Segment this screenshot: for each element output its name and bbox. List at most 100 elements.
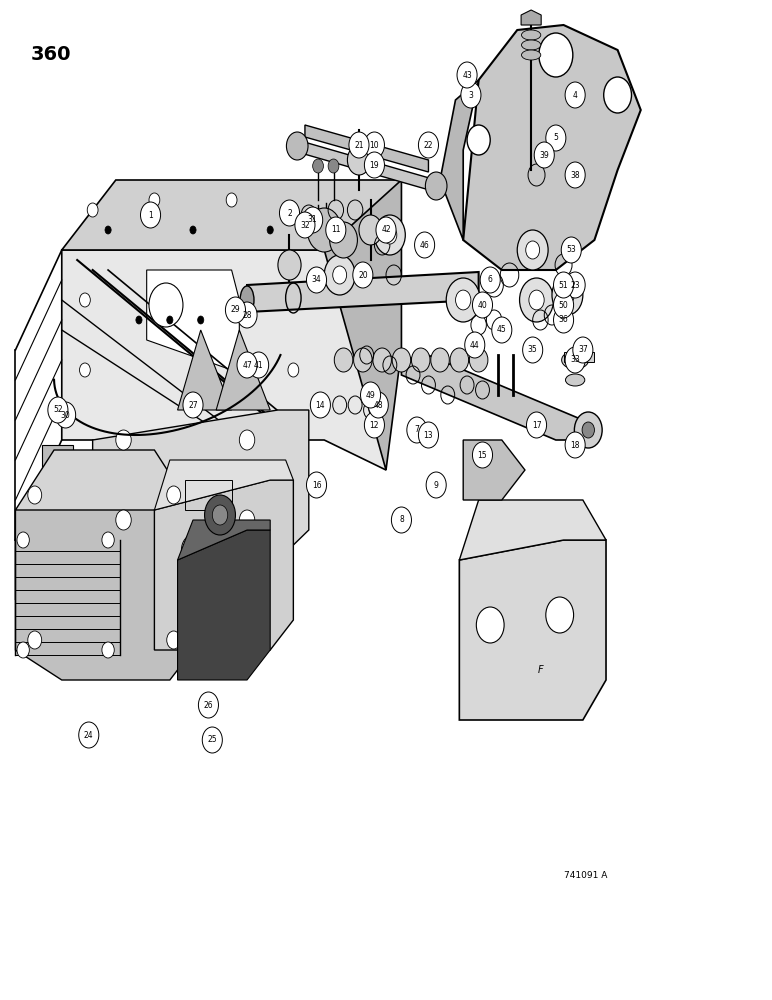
Text: 16: 16 bbox=[312, 481, 321, 489]
Text: 28: 28 bbox=[242, 310, 252, 320]
Text: 20: 20 bbox=[358, 270, 367, 279]
Text: 36: 36 bbox=[559, 316, 568, 324]
Circle shape bbox=[457, 62, 477, 88]
Circle shape bbox=[354, 348, 372, 372]
Circle shape bbox=[376, 217, 396, 243]
Text: 1: 1 bbox=[148, 211, 153, 220]
Circle shape bbox=[167, 316, 173, 324]
Polygon shape bbox=[62, 250, 386, 470]
Text: 17: 17 bbox=[532, 420, 541, 430]
Circle shape bbox=[527, 412, 547, 438]
Text: 52: 52 bbox=[53, 406, 63, 414]
Ellipse shape bbox=[240, 286, 254, 314]
Circle shape bbox=[190, 226, 196, 234]
Text: 360: 360 bbox=[31, 45, 71, 64]
Text: 44: 44 bbox=[470, 340, 479, 350]
Circle shape bbox=[574, 412, 602, 448]
Circle shape bbox=[116, 510, 131, 530]
Circle shape bbox=[328, 159, 339, 173]
Polygon shape bbox=[93, 410, 309, 560]
Circle shape bbox=[472, 442, 493, 468]
Circle shape bbox=[554, 292, 574, 318]
Circle shape bbox=[279, 200, 300, 226]
Circle shape bbox=[326, 217, 346, 243]
Polygon shape bbox=[463, 25, 641, 270]
Circle shape bbox=[225, 297, 245, 323]
Text: 25: 25 bbox=[208, 736, 217, 744]
Circle shape bbox=[364, 132, 384, 158]
Text: F: F bbox=[537, 665, 543, 675]
Circle shape bbox=[56, 402, 76, 428]
Ellipse shape bbox=[521, 50, 540, 60]
Text: 38: 38 bbox=[571, 170, 580, 180]
Circle shape bbox=[330, 222, 357, 258]
Circle shape bbox=[313, 159, 323, 173]
Text: 26: 26 bbox=[204, 700, 213, 710]
Circle shape bbox=[141, 202, 161, 228]
Text: 8: 8 bbox=[399, 516, 404, 524]
Circle shape bbox=[202, 727, 222, 753]
Circle shape bbox=[418, 422, 438, 448]
Circle shape bbox=[334, 348, 353, 372]
Circle shape bbox=[546, 597, 574, 633]
Circle shape bbox=[359, 215, 382, 245]
Polygon shape bbox=[15, 450, 193, 510]
Text: 34: 34 bbox=[312, 275, 321, 284]
Circle shape bbox=[87, 203, 98, 217]
Circle shape bbox=[450, 348, 469, 372]
Circle shape bbox=[278, 250, 301, 280]
Polygon shape bbox=[463, 440, 525, 500]
Text: 50: 50 bbox=[559, 300, 568, 310]
Circle shape bbox=[349, 132, 369, 158]
Text: 23: 23 bbox=[571, 280, 580, 290]
Circle shape bbox=[288, 283, 299, 297]
Ellipse shape bbox=[521, 40, 540, 50]
Polygon shape bbox=[178, 520, 270, 560]
Circle shape bbox=[361, 382, 381, 408]
Text: 30: 30 bbox=[61, 410, 70, 420]
Text: 14: 14 bbox=[316, 400, 325, 410]
Circle shape bbox=[465, 332, 485, 358]
Circle shape bbox=[426, 472, 446, 498]
Circle shape bbox=[306, 267, 327, 293]
Circle shape bbox=[353, 262, 373, 288]
Polygon shape bbox=[305, 125, 428, 172]
Circle shape bbox=[554, 307, 574, 333]
Circle shape bbox=[476, 607, 504, 643]
Text: 10: 10 bbox=[370, 140, 379, 149]
Circle shape bbox=[28, 486, 42, 504]
Text: 6: 6 bbox=[488, 275, 493, 284]
Polygon shape bbox=[178, 330, 232, 410]
Text: 40: 40 bbox=[478, 300, 487, 310]
Circle shape bbox=[554, 272, 574, 298]
Polygon shape bbox=[216, 330, 270, 410]
Circle shape bbox=[333, 266, 347, 284]
Polygon shape bbox=[154, 460, 293, 510]
Circle shape bbox=[237, 352, 257, 378]
Circle shape bbox=[167, 486, 181, 504]
Circle shape bbox=[344, 236, 350, 244]
Circle shape bbox=[383, 226, 397, 244]
Circle shape bbox=[374, 215, 405, 255]
Circle shape bbox=[310, 392, 330, 418]
Circle shape bbox=[492, 317, 512, 343]
Circle shape bbox=[461, 82, 481, 108]
Text: 11: 11 bbox=[331, 226, 340, 234]
Circle shape bbox=[237, 302, 257, 328]
Circle shape bbox=[368, 392, 388, 418]
Circle shape bbox=[604, 77, 631, 113]
Text: 32: 32 bbox=[300, 221, 310, 230]
Circle shape bbox=[307, 208, 341, 252]
Polygon shape bbox=[62, 180, 401, 280]
Circle shape bbox=[205, 495, 235, 535]
Circle shape bbox=[105, 226, 111, 234]
Circle shape bbox=[17, 532, 29, 548]
Circle shape bbox=[391, 507, 411, 533]
Circle shape bbox=[102, 642, 114, 658]
Circle shape bbox=[407, 417, 427, 443]
Circle shape bbox=[220, 535, 243, 565]
Circle shape bbox=[480, 267, 500, 293]
Polygon shape bbox=[459, 540, 606, 720]
Circle shape bbox=[560, 286, 574, 304]
Polygon shape bbox=[247, 272, 479, 312]
